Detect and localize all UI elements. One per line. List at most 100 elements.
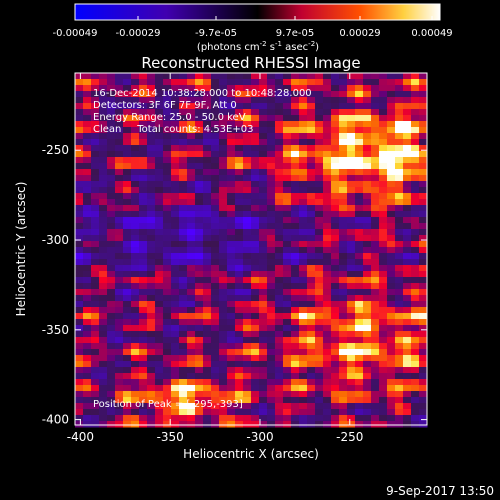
heatmap-cell bbox=[115, 295, 124, 302]
heatmap-cell bbox=[115, 313, 124, 320]
heatmap-cell bbox=[355, 265, 364, 272]
heatmap-cell bbox=[315, 247, 324, 254]
heatmap-cell bbox=[235, 307, 244, 314]
heatmap-cell bbox=[355, 283, 364, 290]
heatmap-cell bbox=[99, 169, 108, 176]
heatmap-cell bbox=[291, 217, 300, 224]
heatmap-cell bbox=[371, 235, 380, 242]
heatmap-cell bbox=[203, 175, 212, 182]
heatmap-cell bbox=[75, 349, 84, 356]
heatmap-cell bbox=[83, 97, 92, 104]
heatmap-cell bbox=[363, 91, 372, 98]
annotation-detectors: Detectors: 3F 6F 7F 9F, Att 0 bbox=[93, 100, 237, 111]
heatmap-cell bbox=[115, 355, 124, 362]
heatmap-cell bbox=[195, 235, 204, 242]
heatmap-cell bbox=[187, 373, 196, 380]
heatmap-cell bbox=[115, 373, 124, 380]
heatmap-cell bbox=[99, 199, 108, 206]
heatmap-cell bbox=[203, 385, 212, 392]
heatmap-cell bbox=[139, 295, 148, 302]
heatmap-cell bbox=[147, 217, 156, 224]
heatmap-cell bbox=[195, 199, 204, 206]
heatmap-cell bbox=[115, 157, 124, 164]
heatmap-cell bbox=[371, 391, 380, 398]
heatmap-cell bbox=[315, 175, 324, 182]
heatmap-cell bbox=[227, 103, 236, 110]
heatmap-cell bbox=[235, 337, 244, 344]
heatmap-cell bbox=[179, 187, 188, 194]
heatmap-cell bbox=[187, 205, 196, 212]
heatmap-cell bbox=[259, 205, 268, 212]
heatmap-cell bbox=[395, 289, 404, 296]
heatmap-cell bbox=[195, 391, 204, 398]
heatmap-cell bbox=[307, 373, 316, 380]
heatmap-cell bbox=[227, 307, 236, 314]
heatmap-cell bbox=[91, 85, 100, 92]
heatmap-cell bbox=[291, 211, 300, 218]
heatmap-cell bbox=[411, 373, 420, 380]
heatmap-cell bbox=[195, 373, 204, 380]
heatmap-cell bbox=[139, 355, 148, 362]
heatmap-cell bbox=[211, 367, 220, 374]
heatmap-cell bbox=[235, 229, 244, 236]
heatmap-cell bbox=[251, 223, 260, 230]
heatmap-cell bbox=[171, 91, 180, 98]
heatmap-cell bbox=[251, 415, 260, 422]
heatmap-cell bbox=[379, 127, 388, 134]
heatmap-cell bbox=[195, 115, 204, 122]
heatmap-cell bbox=[155, 97, 164, 104]
heatmap-cell bbox=[131, 217, 140, 224]
heatmap-cell bbox=[323, 415, 332, 422]
heatmap-cell bbox=[323, 115, 332, 122]
heatmap-cell bbox=[379, 79, 388, 86]
heatmap-cell bbox=[139, 367, 148, 374]
heatmap-cell bbox=[243, 283, 252, 290]
heatmap-cell bbox=[123, 115, 132, 122]
heatmap-cell bbox=[131, 109, 140, 116]
heatmap-cell bbox=[123, 403, 132, 410]
heatmap-cell bbox=[283, 169, 292, 176]
heatmap-cell bbox=[195, 361, 204, 368]
heatmap-cell bbox=[179, 277, 188, 284]
heatmap-cell bbox=[203, 163, 212, 170]
heatmap-cell bbox=[339, 331, 348, 338]
heatmap-cell bbox=[227, 199, 236, 206]
heatmap-cell bbox=[419, 253, 428, 260]
heatmap-cell bbox=[347, 79, 356, 86]
heatmap-cell bbox=[419, 337, 428, 344]
heatmap-cell bbox=[115, 217, 124, 224]
heatmap-cell bbox=[107, 325, 116, 332]
heatmap-cell bbox=[147, 145, 156, 152]
heatmap-cell bbox=[323, 121, 332, 128]
heatmap-cell bbox=[371, 367, 380, 374]
heatmap-cell bbox=[339, 253, 348, 260]
heatmap-cell bbox=[331, 157, 340, 164]
heatmap-cell bbox=[307, 145, 316, 152]
heatmap-cell bbox=[411, 403, 420, 410]
heatmap-cell bbox=[267, 247, 276, 254]
heatmap-cell bbox=[291, 319, 300, 326]
heatmap-cell bbox=[235, 145, 244, 152]
heatmap-cell bbox=[91, 403, 100, 410]
heatmap-cell bbox=[403, 421, 412, 428]
heatmap-cell bbox=[99, 313, 108, 320]
heatmap-cell bbox=[99, 115, 108, 122]
heatmap-cell bbox=[291, 289, 300, 296]
heatmap-cell bbox=[171, 115, 180, 122]
heatmap-cell bbox=[219, 421, 228, 428]
heatmap-cell bbox=[363, 103, 372, 110]
heatmap-cell bbox=[187, 301, 196, 308]
heatmap-cell bbox=[251, 133, 260, 140]
heatmap-cell bbox=[171, 355, 180, 362]
heatmap-cell bbox=[419, 265, 428, 272]
heatmap-cell bbox=[395, 115, 404, 122]
heatmap-cell bbox=[131, 157, 140, 164]
heatmap-cell bbox=[163, 115, 172, 122]
heatmap-cell bbox=[219, 175, 228, 182]
heatmap-cell bbox=[211, 331, 220, 338]
heatmap-cell bbox=[291, 253, 300, 260]
colorbar bbox=[74, 3, 441, 21]
heatmap-cell bbox=[283, 343, 292, 350]
heatmap-cell bbox=[243, 85, 252, 92]
heatmap-cell bbox=[299, 265, 308, 272]
